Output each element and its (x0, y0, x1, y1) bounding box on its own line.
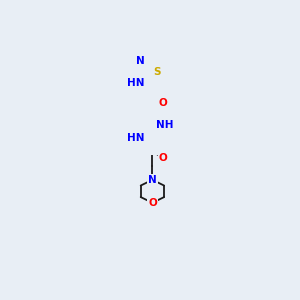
Text: N: N (148, 175, 157, 185)
Text: NH: NH (156, 120, 174, 130)
Text: N: N (136, 56, 145, 66)
Text: S: S (154, 67, 161, 76)
Text: O: O (159, 98, 167, 107)
Text: O: O (148, 198, 157, 208)
Text: O: O (159, 153, 167, 163)
Text: HN: HN (127, 78, 145, 88)
Text: HN: HN (127, 133, 145, 143)
